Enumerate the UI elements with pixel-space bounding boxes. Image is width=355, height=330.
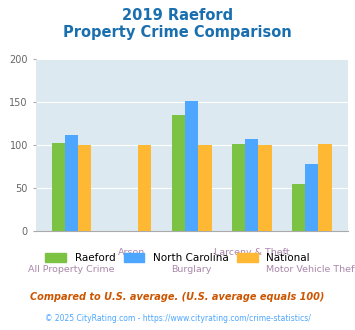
Bar bbox=[258, 145, 272, 231]
Text: Larceny & Theft: Larceny & Theft bbox=[214, 248, 290, 257]
Bar bbox=[198, 145, 212, 231]
Bar bbox=[172, 115, 185, 231]
Text: 2019 Raeford: 2019 Raeford bbox=[122, 8, 233, 23]
Text: Compared to U.S. average. (U.S. average equals 100): Compared to U.S. average. (U.S. average … bbox=[30, 292, 325, 302]
Text: Motor Vehicle Theft: Motor Vehicle Theft bbox=[266, 265, 355, 274]
Text: © 2025 CityRating.com - https://www.cityrating.com/crime-statistics/: © 2025 CityRating.com - https://www.city… bbox=[45, 314, 310, 323]
Bar bbox=[52, 143, 65, 231]
Bar bbox=[318, 144, 332, 231]
Bar bbox=[138, 145, 152, 231]
Text: All Property Crime: All Property Crime bbox=[28, 265, 115, 274]
Text: Arson: Arson bbox=[118, 248, 145, 257]
Bar bbox=[292, 184, 305, 231]
Bar bbox=[185, 101, 198, 231]
Bar bbox=[232, 144, 245, 231]
Bar bbox=[65, 135, 78, 231]
Bar bbox=[78, 145, 91, 231]
Bar bbox=[245, 139, 258, 231]
Text: Burglary: Burglary bbox=[171, 265, 212, 274]
Bar bbox=[305, 164, 318, 231]
Text: Property Crime Comparison: Property Crime Comparison bbox=[63, 25, 292, 40]
Legend: Raeford, North Carolina, National: Raeford, North Carolina, National bbox=[41, 248, 314, 267]
